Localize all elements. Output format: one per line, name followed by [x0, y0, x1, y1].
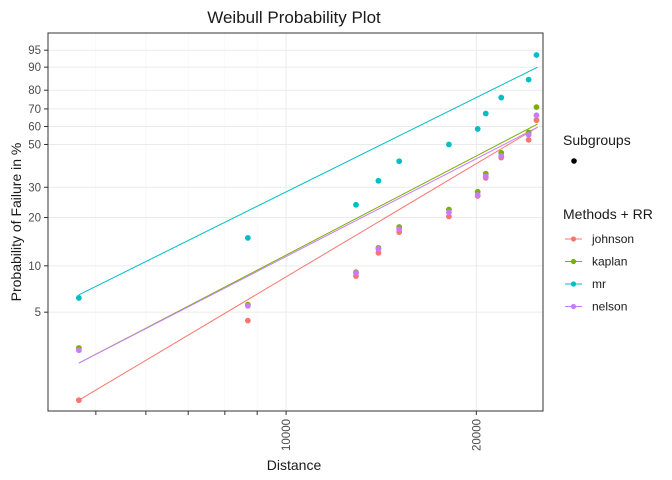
y-tick-label: 5 — [35, 307, 41, 319]
y-tick-label: 30 — [28, 182, 41, 194]
legend-label-nelson: nelson — [592, 300, 627, 314]
legend-items: johnson kaplan mr nelson — [565, 232, 634, 314]
point-nelson — [525, 131, 532, 138]
point-kaplan — [533, 104, 540, 111]
legend: Subgroups Methods + RR johnson kaplan mr ne… — [563, 132, 653, 314]
x-tick-label: 20000 — [471, 419, 483, 451]
fit-line-johnson — [78, 126, 538, 401]
point-johnson — [75, 397, 82, 404]
legend-key-point-nelson — [570, 303, 577, 310]
y-axis: 5 10 20 30 50 60 70 80 90 95 — [28, 45, 48, 319]
point-nelson — [375, 246, 382, 252]
point-mr — [482, 110, 489, 117]
fit-line-nelson — [78, 126, 538, 364]
legend-subgroups-key — [571, 158, 577, 164]
legend-label-mr: mr — [592, 277, 606, 291]
x-axis-title: Distance — [267, 457, 322, 473]
point-nelson — [446, 209, 452, 216]
point-johnson — [525, 136, 532, 143]
point-johnson — [244, 317, 251, 324]
x-tick-label: 10000 — [281, 419, 293, 451]
x-axis: 10000 20000 — [95, 411, 483, 451]
y-tick-label: 20 — [28, 212, 41, 224]
fit-lines — [78, 66, 538, 401]
point-nelson — [244, 302, 251, 309]
y-tick-label: 80 — [28, 85, 41, 97]
y-tick-label: 95 — [28, 45, 41, 57]
point-nelson — [353, 270, 359, 276]
data-points — [75, 52, 540, 404]
point-mr — [396, 158, 403, 165]
legend-key-point-johnson — [570, 236, 577, 242]
point-nelson — [474, 192, 481, 198]
y-axis-title: Probability of Failure in % — [8, 143, 24, 302]
chart-title: Weibull Probability Plot — [207, 8, 381, 27]
point-mr — [533, 52, 540, 58]
legend-label-kaplan: kaplan — [592, 255, 627, 269]
plot-panel — [48, 33, 543, 411]
y-tick-label: 60 — [28, 121, 41, 133]
point-nelson — [498, 152, 505, 159]
point-johnson — [446, 213, 452, 220]
point-nelson — [482, 173, 489, 180]
point-nelson — [533, 112, 540, 119]
point-nelson — [75, 347, 82, 354]
legend-methods-title: Methods + RR — [563, 206, 653, 222]
point-mr — [446, 141, 452, 148]
y-tick-label: 50 — [28, 139, 41, 151]
point-mr — [375, 177, 382, 184]
point-mr — [75, 295, 82, 301]
point-mr — [525, 76, 532, 83]
y-tick-label: 10 — [28, 261, 41, 273]
y-tick-label: 90 — [28, 62, 41, 74]
point-johnson — [533, 117, 540, 124]
point-nelson — [396, 226, 403, 232]
legend-key-point-mr — [570, 281, 577, 287]
point-mr — [244, 234, 251, 241]
legend-subgroups-title: Subgroups — [563, 132, 631, 148]
point-mr — [498, 94, 505, 101]
point-mr — [353, 201, 359, 208]
y-tick-label: 70 — [28, 104, 41, 116]
plot-border — [47, 32, 544, 412]
grid-lines — [48, 33, 543, 411]
legend-key-point-kaplan — [570, 258, 577, 265]
legend-label-johnson: johnson — [591, 232, 634, 246]
fit-line-mr — [78, 66, 538, 296]
point-mr — [474, 126, 481, 132]
